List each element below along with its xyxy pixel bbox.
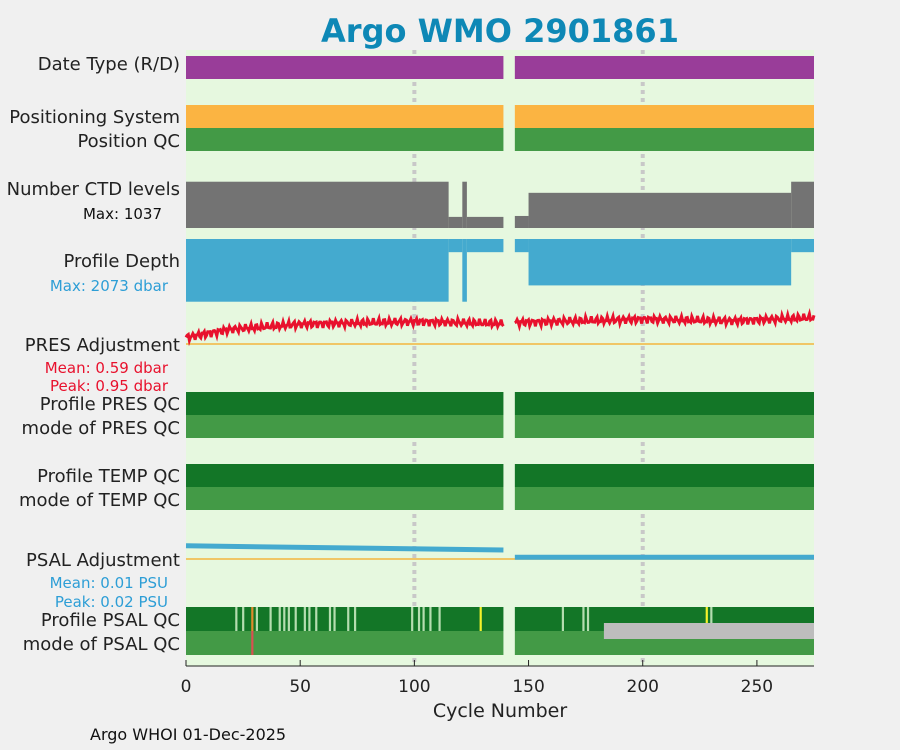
- mode-psal-qc-flag-1: [251, 631, 254, 655]
- profile-psal-qc-label: Profile PSAL QC: [41, 610, 180, 631]
- mode-pres-qc-label: mode of PRES QC: [22, 418, 180, 439]
- profile-psal-qc-flag-10: [303, 607, 306, 631]
- x-tick-label-200: 200: [627, 677, 659, 697]
- profile-psal-qc-flag-23: [561, 607, 564, 631]
- x-tick-label-50: 50: [289, 677, 311, 697]
- profile-psal-qc-flag-1: [235, 607, 238, 631]
- profile-psal-qc-flag-15: [347, 607, 350, 631]
- profile-psal-qc-flag-18: [417, 607, 421, 631]
- mode-temp-qc-bar-segment-1: [186, 487, 504, 510]
- profile-depth-bar-1: [186, 239, 449, 302]
- profile-psal-qc-flag-13: [328, 607, 332, 631]
- profile-psal-qc-flag-20: [429, 607, 432, 631]
- positioning-system-bar-segment-1: [186, 105, 504, 128]
- pres-adjustment-peak: Peak: 0.95 dbar: [50, 377, 169, 395]
- mode-temp-qc-bar-segment-2: [514, 487, 814, 510]
- profile-psal-qc-flag-8: [287, 607, 290, 631]
- profile-depth-bar-7: [791, 239, 814, 253]
- date-type-label: Date Type (R/D): [38, 54, 180, 75]
- x-tick-label-250: 250: [741, 677, 773, 697]
- psal-adjustment-mean: Mean: 0.01 PSU: [50, 574, 168, 592]
- x-axis-label: Cycle Number: [433, 700, 567, 722]
- mode-psal-qc-label: mode of PSAL QC: [23, 634, 180, 655]
- profile-psal-qc-flag-26: [705, 607, 708, 631]
- pres-adjustment-mean: Mean: 0.59 dbar: [45, 359, 169, 377]
- pres-adjustment-line-1: [184, 312, 505, 347]
- x-tick-label-100: 100: [398, 677, 430, 697]
- ctd-levels-max: Max: 1037: [83, 205, 162, 223]
- ctd-levels-bar-2: [448, 216, 463, 228]
- profile-psal-qc-flag-14: [333, 607, 336, 631]
- profile-pres-qc-bar-segment-1: [186, 392, 504, 415]
- date-type-bar-segment-1: [186, 56, 504, 79]
- profile-psal-qc-flag-19: [422, 607, 425, 631]
- profile-psal-qc-flag-25: [586, 607, 590, 631]
- profile-psal-qc-flag-6: [278, 607, 281, 631]
- profile-depth-bar-4: [466, 239, 504, 253]
- profile-temp-qc-bar-segment-1: [186, 464, 504, 487]
- positioning-system-label: Positioning System: [9, 107, 180, 128]
- profile-psal-qc-flag-12: [315, 607, 318, 631]
- profile-depth-max: Max: 2073 dbar: [50, 277, 169, 295]
- profile-psal-qc-flag-9: [294, 607, 297, 631]
- profile-temp-qc-label: Profile TEMP QC: [37, 466, 180, 487]
- positioning-system-bar-segment-2: [514, 105, 814, 128]
- psal-adjustment-label: PSAL Adjustment: [26, 550, 180, 571]
- mode-pres-qc-bar-segment-1: [186, 415, 504, 438]
- mode-psal-qc-bar-segment-1: [186, 631, 504, 655]
- profile-pres-qc-bar-segment-2: [514, 392, 814, 415]
- pres-adjustment-line-2: [514, 308, 816, 332]
- profile-psal-qc-flag-17: [411, 607, 414, 631]
- profile-psal-qc-flag-3: [251, 607, 254, 631]
- x-tick-label-0: 0: [181, 677, 192, 697]
- profile-psal-qc-flag-7: [283, 607, 286, 631]
- mode-pres-qc-bar-segment-2: [514, 415, 814, 438]
- profile-psal-qc-flag-2: [242, 607, 245, 631]
- mode-psal-qc-flag-2: [603, 623, 814, 639]
- profile-depth-bar-6: [528, 239, 792, 286]
- profile-depth-bar-2: [448, 239, 463, 253]
- ctd-levels-bar-1: [186, 181, 449, 228]
- mode-temp-qc-label: mode of TEMP QC: [19, 490, 180, 511]
- psal-adjustment-line-1: [185, 543, 504, 553]
- x-tick-label-150: 150: [512, 677, 544, 697]
- profile-depth-bar-3: [462, 239, 467, 302]
- profile-pres-qc-label: Profile PRES QC: [40, 394, 180, 415]
- ctd-levels-label: Number CTD levels: [7, 179, 180, 200]
- profile-psal-qc-flag-24: [582, 607, 585, 631]
- ctd-levels-bar-4: [466, 216, 504, 228]
- position-qc-bar-segment-2: [514, 128, 814, 151]
- profile-psal-qc-flag-21: [438, 607, 441, 631]
- profile-psal-qc-flag-4: [255, 607, 258, 631]
- date-type-bar-segment-2: [514, 56, 814, 79]
- profile-psal-qc-bar-segment-1: [186, 607, 504, 631]
- ctd-levels-bar-7: [791, 181, 814, 228]
- pres-adjustment-label: PRES Adjustment: [25, 335, 180, 356]
- profile-depth-bar-5: [514, 239, 529, 253]
- chart-title: Argo WMO 2901861: [321, 12, 679, 50]
- ctd-levels-bar-3: [462, 181, 467, 228]
- position-qc-label: Position QC: [77, 131, 180, 152]
- profile-psal-qc-flag-16: [353, 607, 357, 631]
- psal-adjustment-peak: Peak: 0.02 PSU: [55, 593, 168, 611]
- profile-psal-qc-flag-11: [308, 607, 311, 631]
- profile-psal-qc-flag-22: [479, 607, 482, 631]
- ctd-levels-bar-6: [528, 192, 792, 228]
- plot-background: [186, 50, 814, 666]
- profile-depth-label: Profile Depth: [63, 251, 180, 272]
- profile-psal-qc-flag-27: [710, 607, 713, 631]
- footer-credit: Argo WHOI 01-Dec-2025: [90, 725, 287, 744]
- profile-temp-qc-bar-segment-2: [514, 464, 814, 487]
- ctd-levels-bar-5: [514, 215, 529, 228]
- position-qc-bar-segment-1: [186, 128, 504, 151]
- profile-psal-qc-flag-5: [269, 607, 272, 631]
